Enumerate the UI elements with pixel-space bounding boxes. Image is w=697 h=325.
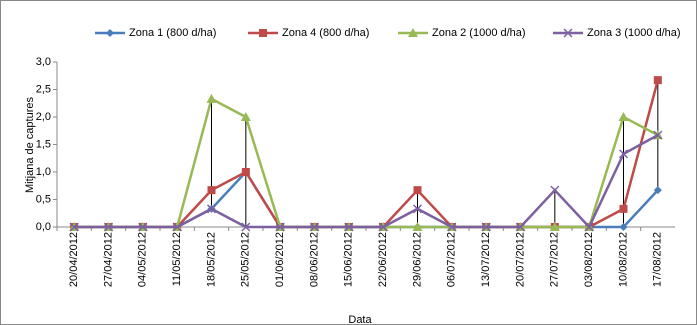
x-tick-label: 15/06/2012 (343, 232, 355, 287)
x-tick-label: 04/05/2012 (137, 232, 149, 287)
x-tick-label: 08/06/2012 (308, 232, 320, 287)
legend-marker (259, 29, 267, 37)
y-tick-label: 2,0 (36, 111, 51, 123)
y-tick-label: 2,5 (36, 83, 51, 95)
x-tick-label: 29/06/2012 (411, 232, 423, 287)
legend-label: Zona 3 (1000 d/ha) (587, 27, 681, 39)
x-axis-title: Data (348, 314, 372, 325)
marker (208, 186, 216, 194)
x-tick-label: 22/06/2012 (377, 232, 389, 287)
y-tick-label: 1,5 (36, 138, 51, 150)
y-tick-label: 1,0 (36, 166, 51, 178)
x-tick-label: 27/07/2012 (549, 232, 561, 287)
x-tick-label: 27/04/2012 (102, 232, 114, 287)
x-tick-label: 25/05/2012 (240, 232, 252, 287)
x-tick-label: 20/04/2012 (68, 232, 80, 287)
x-tick-label: 17/08/2012 (652, 232, 664, 287)
marker (654, 76, 662, 84)
x-tick-label: 11/05/2012 (171, 232, 183, 286)
x-tick-label: 20/07/2012 (514, 232, 526, 287)
x-tick-label: 10/08/2012 (617, 232, 629, 287)
legend-label: Zona 2 (1000 d/ha) (432, 27, 526, 39)
x-tick-label: 01/06/2012 (274, 232, 286, 287)
legend-label: Zona 1 (800 d/ha) (129, 27, 216, 39)
x-tick-label: 03/08/2012 (583, 232, 595, 287)
x-tick-label: 18/05/2012 (205, 232, 217, 287)
y-tick-label: 0,5 (36, 193, 51, 205)
marker (414, 186, 422, 194)
marker (620, 205, 628, 213)
y-axis-title: Mitjana de captures (24, 97, 36, 193)
legend-label: Zona 4 (800 d/ha) (282, 27, 369, 39)
x-tick-label: 06/07/2012 (446, 232, 458, 287)
marker (242, 168, 250, 176)
y-tick-label: 0,0 (36, 221, 51, 233)
y-tick-label: 3,0 (36, 56, 51, 68)
x-tick-label: 13/07/2012 (480, 232, 492, 287)
